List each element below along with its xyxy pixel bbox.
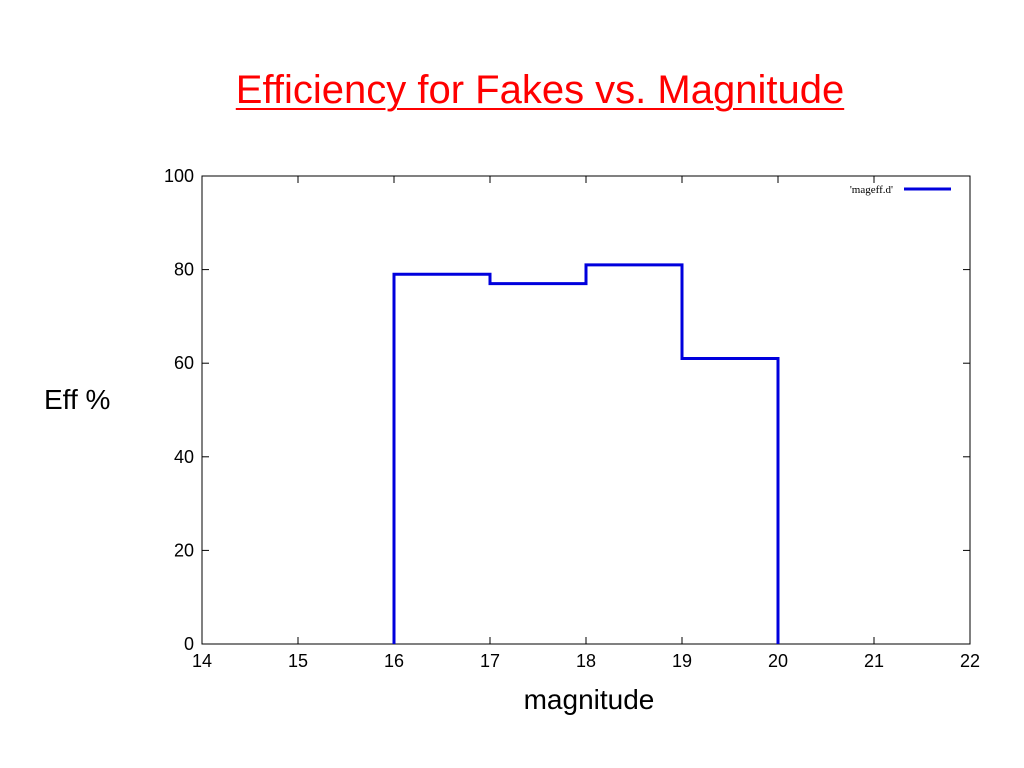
y-tick-label: 80 [174,260,194,280]
x-tick-label: 16 [384,651,404,671]
series-step-line [392,263,780,644]
x-tick-label: 20 [768,651,788,671]
x-tick-label: 21 [864,651,884,671]
x-axis-label: magnitude [523,684,655,715]
y-tick-label: 40 [174,447,194,467]
plot-area-border [201,175,971,645]
x-tick-label: 18 [576,651,596,671]
y-tick-label: 20 [174,540,194,560]
y-tick-label: 60 [174,353,194,373]
x-tick-label: 14 [192,651,212,671]
x-tick-label: 15 [288,651,308,671]
legend-label: 'mageff.d' [850,184,893,196]
y-axis-label: Eff % [44,384,111,415]
x-tick-label: 22 [960,651,980,671]
page-title: Efficiency for Fakes vs. Magnitude [235,68,845,112]
y-tick-label: 100 [164,166,194,186]
x-tick-label: 19 [672,651,692,671]
y-tick-label: 0 [184,634,194,654]
x-tick-label: 17 [480,651,500,671]
